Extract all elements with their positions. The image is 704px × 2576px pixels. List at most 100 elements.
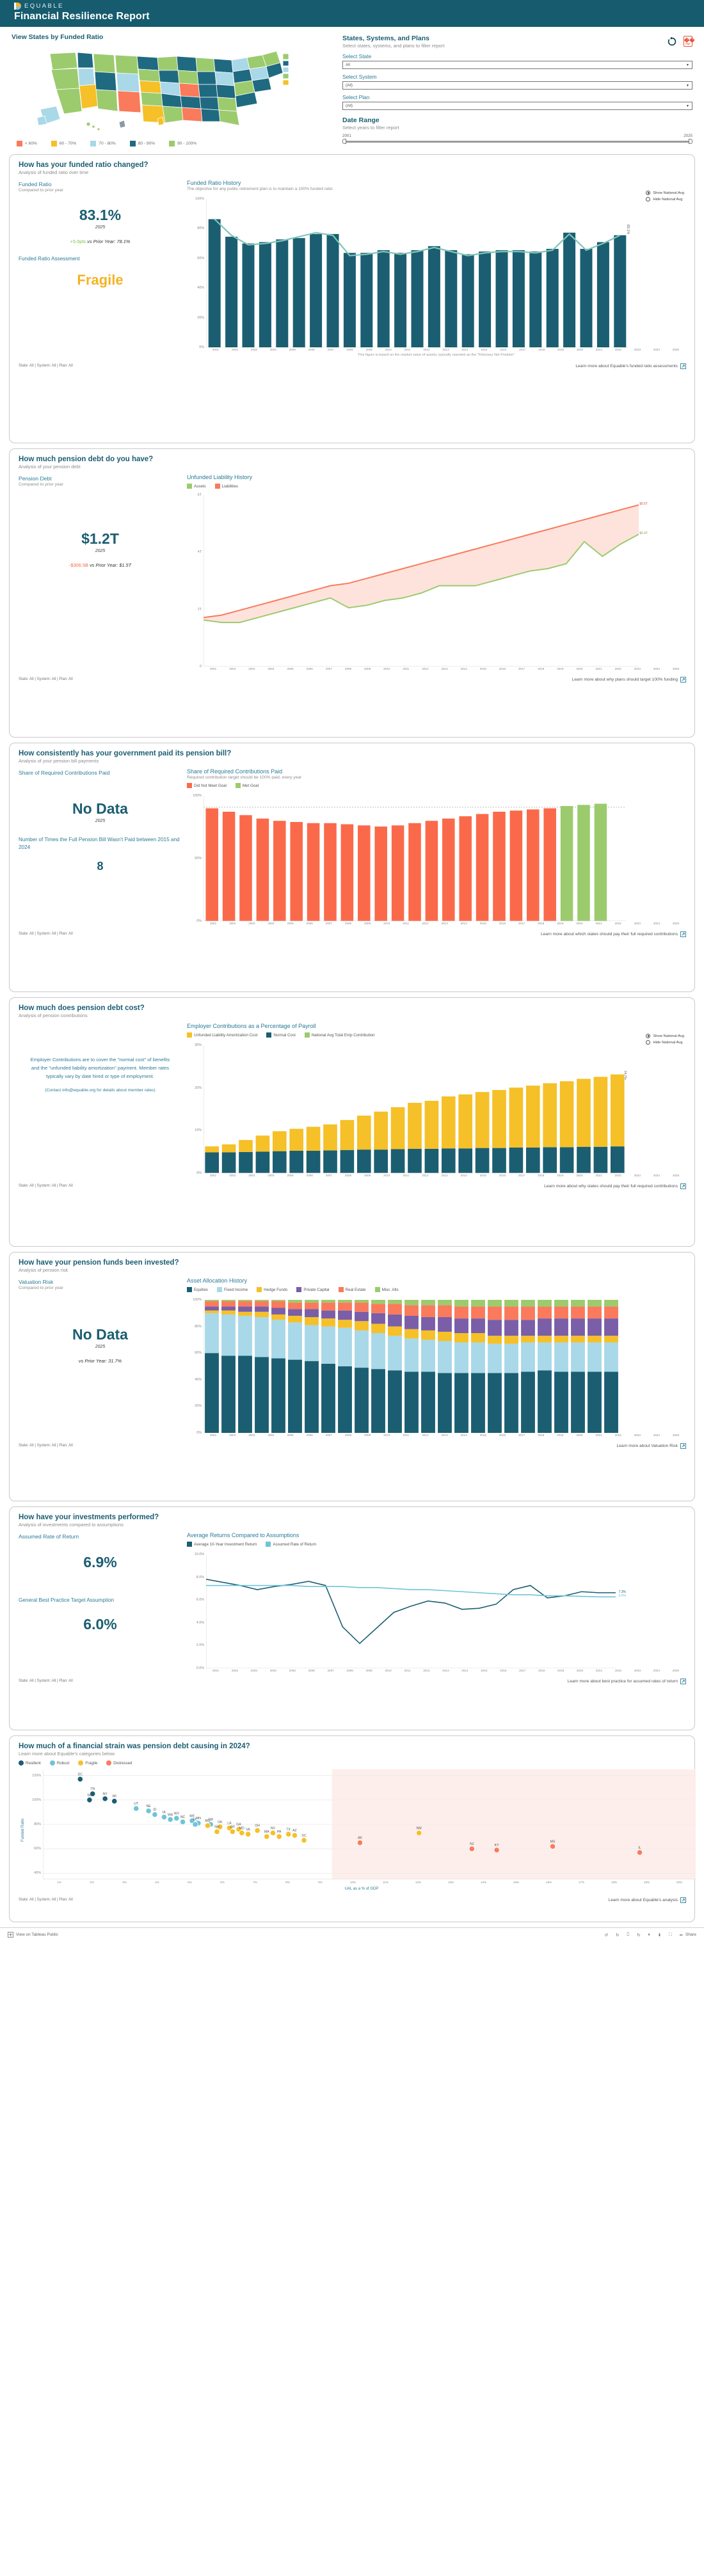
learn-more-link[interactable]: Learn more about Valuation Risk xyxy=(616,1443,686,1449)
x-tick: 10% xyxy=(349,1881,356,1884)
slider-handle-max[interactable] xyxy=(689,139,692,144)
x-tick: 2024 xyxy=(653,1174,660,1177)
learn-more-link[interactable]: Learn more about best practice for assum… xyxy=(568,1679,686,1684)
plan-filter[interactable]: Select Plan (All) ▼ xyxy=(342,94,692,110)
card-contributions-paid: How consistently has your government pai… xyxy=(9,743,695,992)
radio-icon[interactable] xyxy=(646,1034,651,1038)
reset-icon[interactable] xyxy=(667,36,677,47)
pdf-icon[interactable]: �� PDF xyxy=(684,36,694,47)
us-map[interactable] xyxy=(12,42,335,138)
external-link-icon[interactable] xyxy=(680,1443,686,1449)
us-map-svg[interactable] xyxy=(12,42,332,138)
x-tick: 2024 xyxy=(653,667,660,670)
svg-text:MA: MA xyxy=(264,1830,269,1834)
x-tick: 2023 xyxy=(634,348,641,351)
date-range-slider[interactable]: 2001 2025 xyxy=(342,134,692,144)
radio-icon[interactable] xyxy=(646,191,651,195)
unfunded-liability-chart[interactable]: $6.6T $5.4T 0 2T 4T 6T xyxy=(198,493,648,668)
external-link-icon[interactable] xyxy=(680,931,686,937)
system-select[interactable]: (All) ▼ xyxy=(342,81,692,90)
x-tick: 2025 xyxy=(672,1174,680,1177)
legend-label: National Avg Total Emp Contribution xyxy=(311,1032,375,1038)
chart-legend: Unfunded Liability Amortization Cost Nor… xyxy=(187,1032,685,1038)
x-tick: 5% xyxy=(188,1881,192,1884)
x-tick: 2015 xyxy=(479,1434,486,1437)
x-tick: 2004 xyxy=(268,1174,275,1177)
system-filter[interactable]: Select System (All) ▼ xyxy=(342,74,692,90)
x-tick: 12% xyxy=(415,1881,422,1884)
legend-item: Normal Cost xyxy=(266,1032,296,1038)
undo-icon[interactable]: ↺ xyxy=(604,1932,608,1938)
download-icon[interactable]: ⬇ xyxy=(657,1932,662,1938)
y-tick: 2T xyxy=(197,607,202,612)
x-tick: 2009 xyxy=(364,1174,371,1177)
legend-item: Hedge Funds xyxy=(257,1287,287,1292)
refresh-icon[interactable]: ↻ xyxy=(637,1932,641,1938)
x-tick: 2023 xyxy=(634,667,641,670)
x-tick: 2022 xyxy=(614,348,622,351)
legend-item: Fixed Income xyxy=(217,1287,248,1292)
asset-allocation-chart[interactable]: 0% 20% 40% 60% 80% 100% xyxy=(193,1298,620,1435)
filter-summary: State: All | System: All | Plan: All xyxy=(19,932,73,936)
series-label: 24.7% xyxy=(623,1071,627,1080)
radio-show-national-avg[interactable]: Show National Avg xyxy=(646,191,684,195)
national-avg-radio-group[interactable]: Show National Avg Hide National Avg xyxy=(646,191,684,203)
y-tick: 30% xyxy=(195,1043,202,1047)
state-select[interactable]: All ▼ xyxy=(342,61,692,69)
legend-label: Fragile xyxy=(85,1760,98,1766)
assessment-label: Funded Ratio Assessment xyxy=(19,256,80,262)
kpi-year: 2025 xyxy=(95,1345,106,1349)
kpi-block: Share of Required Contributions Paid No … xyxy=(19,768,182,925)
legend-item: Misc. Alts xyxy=(374,1287,399,1292)
learn-more-link[interactable]: Learn more about Equable's analysis xyxy=(609,1897,686,1903)
plan-select[interactable]: (All) ▼ xyxy=(342,102,692,110)
legend-swatch xyxy=(129,141,136,146)
chart-block: Asset Allocation History Equities Fixed … xyxy=(187,1277,685,1437)
slider-track[interactable] xyxy=(345,141,690,143)
x-tick: 2025 xyxy=(672,1434,680,1437)
pause-icon[interactable]: ⏸ xyxy=(648,1932,650,1937)
radio-icon[interactable] xyxy=(646,197,651,201)
external-link-icon[interactable] xyxy=(680,677,686,683)
external-link-icon[interactable] xyxy=(680,363,686,369)
financial-strain-scatter[interactable]: DC TN NY SD WI UT NE ID IA WV WA ME NC MN OR FL MO OK NH LA… xyxy=(32,1769,696,1884)
svg-text:OH: OH xyxy=(255,1824,260,1828)
y-tick: 80% xyxy=(195,1324,202,1329)
redo-icon[interactable]: ↻ xyxy=(615,1932,620,1938)
x-tick: 2022 xyxy=(614,1174,621,1177)
fullscreen-icon[interactable]: ⛶ xyxy=(669,1932,672,1937)
returns-chart[interactable]: 7.3% 6.9% 0.0% 2.0% 4.0% 6.0% 8.0% 10.0% xyxy=(195,1553,626,1670)
legend-swatch xyxy=(106,1760,112,1766)
external-link-icon[interactable] xyxy=(680,1897,686,1903)
x-tick: 2004 xyxy=(268,922,275,925)
learn-more-link[interactable]: Learn more about Equable's funded ratio … xyxy=(575,363,686,369)
legend-swatch xyxy=(17,141,22,146)
share-button[interactable]: ⇚ Share xyxy=(680,1932,696,1938)
learn-more-link[interactable]: Learn more about why plans should target… xyxy=(572,677,686,683)
learn-more-link[interactable]: Learn more about which states should pay… xyxy=(541,931,686,937)
national-avg-radio-group[interactable]: Show National Avg Hide National Avg xyxy=(646,1034,684,1047)
funded-ratio-chart[interactable]: 83.1% 0% 20% 40% 60% 80% 100% xyxy=(195,197,630,349)
chart-legend: Assets Liabilities xyxy=(187,484,685,489)
card-subtitle: Analysis of investments compared to assu… xyxy=(19,1522,124,1528)
radio-hide-national-avg[interactable]: Hide National Avg xyxy=(646,1040,684,1045)
radio-icon[interactable] xyxy=(646,1040,651,1045)
employer-contributions-chart[interactable]: 24.7% 6.7% 0% 10% 20% 30% xyxy=(195,1043,627,1175)
learn-more-link[interactable]: Learn more about why states should pay t… xyxy=(544,1183,686,1189)
x-tick: 2002 xyxy=(229,667,236,670)
slider-handle-min[interactable] xyxy=(342,139,346,144)
series-label: $5.4T xyxy=(639,532,648,536)
x-tick: 2020 xyxy=(576,1669,584,1672)
contributions-chart[interactable]: 0% 50% 100% xyxy=(193,794,626,923)
radio-hide-national-avg[interactable]: Hide National Avg xyxy=(646,197,684,201)
view-on-tableau[interactable]: View on Tableau Public xyxy=(8,1932,58,1938)
external-link-icon[interactable] xyxy=(680,1183,686,1189)
legend-swatch xyxy=(169,141,175,146)
state-filter[interactable]: Select State All ▼ xyxy=(342,53,692,69)
external-link-icon[interactable] xyxy=(680,1679,686,1684)
card-footer: State: All | System: All | Plan: All Lea… xyxy=(19,1677,686,1684)
revert-icon[interactable]: ⎕ xyxy=(627,1932,630,1937)
radio-show-national-avg[interactable]: Show National Avg xyxy=(646,1034,684,1038)
series-label: 7.3% xyxy=(618,1590,626,1594)
x-tick: 2018 xyxy=(538,1174,545,1177)
